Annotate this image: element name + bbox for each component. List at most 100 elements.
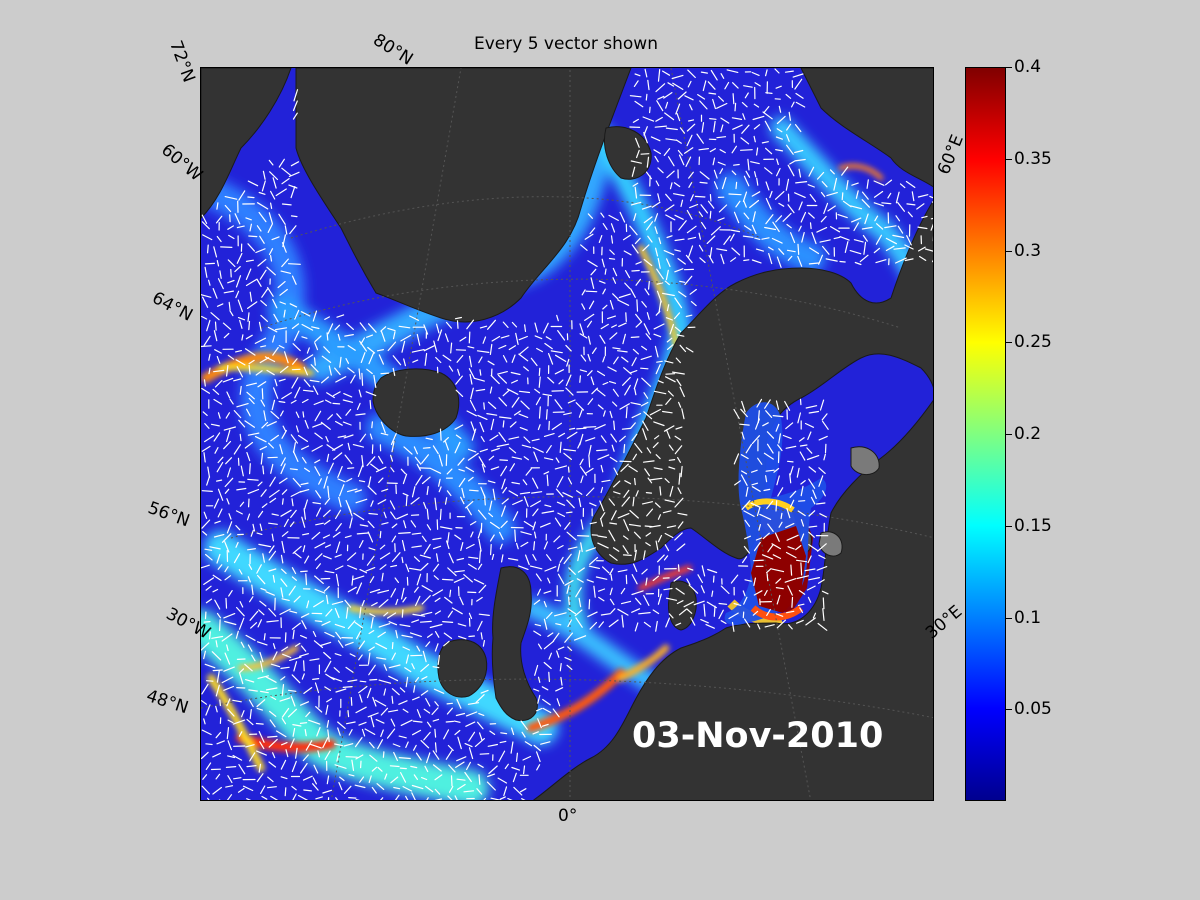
current-vector [380, 372, 390, 375]
current-vector [577, 567, 585, 573]
current-vector [345, 666, 354, 673]
current-vector [248, 359, 255, 365]
current-vector [794, 78, 803, 90]
current-vector [339, 356, 342, 368]
current-vector [266, 421, 277, 427]
current-vector [281, 203, 292, 206]
current-vector [554, 612, 567, 617]
current-vector [613, 480, 621, 488]
current-vector [370, 500, 374, 507]
current-vector [609, 598, 615, 606]
current-vector [645, 93, 648, 101]
current-vector [305, 711, 311, 718]
current-vector [822, 490, 826, 497]
current-vector [312, 502, 322, 505]
current-vector [426, 508, 429, 520]
current-vector [696, 133, 704, 144]
current-vector [619, 403, 630, 410]
current-vector [741, 124, 750, 134]
current-vector [201, 519, 211, 529]
current-vector [238, 190, 246, 201]
current-vector [222, 322, 232, 330]
current-vector [646, 156, 650, 168]
current-vector [279, 444, 284, 455]
current-vector [775, 578, 782, 584]
current-vector [358, 389, 362, 398]
current-vector [399, 687, 406, 693]
current-vector [821, 420, 829, 430]
current-vector [786, 460, 794, 463]
current-vector [635, 137, 640, 148]
current-vector [686, 209, 693, 220]
current-vector [280, 676, 286, 681]
current-vector [750, 502, 760, 508]
current-vector [413, 744, 417, 751]
current-vector [591, 347, 597, 354]
current-vector [863, 241, 867, 255]
current-vector [469, 355, 472, 368]
current-vector [551, 422, 562, 431]
current-vector [260, 489, 267, 497]
current-vector [309, 658, 320, 661]
current-vector [283, 351, 289, 364]
current-vector [744, 519, 751, 527]
current-vector [259, 357, 270, 364]
current-vector [765, 214, 774, 225]
current-vector [904, 244, 914, 250]
current-vector [685, 347, 694, 353]
current-vector [646, 508, 654, 517]
current-vector [489, 343, 493, 355]
current-vector [768, 253, 773, 265]
current-vector [587, 260, 598, 267]
current-vector [750, 469, 758, 473]
current-vector [482, 336, 487, 344]
current-vector [795, 180, 808, 184]
current-vector [508, 447, 517, 454]
current-vector [401, 609, 404, 618]
current-vector [596, 449, 608, 452]
current-vector [266, 266, 276, 276]
current-vector [301, 533, 310, 536]
current-vector [245, 634, 256, 641]
current-vector [235, 525, 241, 531]
current-vector [653, 333, 662, 338]
current-vector [798, 168, 802, 178]
current-vector [391, 552, 401, 562]
current-vector [315, 522, 324, 526]
current-vector [649, 524, 661, 528]
current-vector [381, 488, 389, 492]
current-vector [520, 531, 532, 536]
current-vector [772, 221, 780, 233]
current-vector [229, 310, 234, 317]
current-vector [566, 358, 570, 367]
current-vector [321, 355, 332, 363]
current-vector [556, 476, 564, 488]
current-vector [249, 610, 259, 621]
current-vector [289, 303, 298, 308]
current-vector [842, 200, 852, 208]
current-vector [294, 386, 301, 399]
current-vector [797, 603, 805, 607]
current-vector [777, 487, 784, 497]
current-vector [205, 704, 211, 716]
current-vector [266, 620, 279, 623]
current-vector [537, 694, 541, 704]
current-vector [401, 634, 413, 638]
current-vector [866, 179, 869, 189]
current-vector [498, 345, 507, 350]
current-vector [383, 511, 387, 519]
current-vector [225, 765, 237, 769]
current-vector [756, 398, 763, 408]
current-vector [456, 778, 466, 781]
current-vector [511, 379, 518, 384]
current-vector [653, 421, 665, 427]
current-vector [323, 519, 331, 525]
current-vector [709, 148, 717, 153]
current-vector [602, 381, 609, 385]
current-vector [301, 398, 309, 404]
current-vector [348, 773, 355, 777]
current-vector [733, 602, 742, 607]
current-vector [741, 101, 748, 108]
current-vector [420, 562, 429, 571]
current-vector [390, 776, 399, 784]
